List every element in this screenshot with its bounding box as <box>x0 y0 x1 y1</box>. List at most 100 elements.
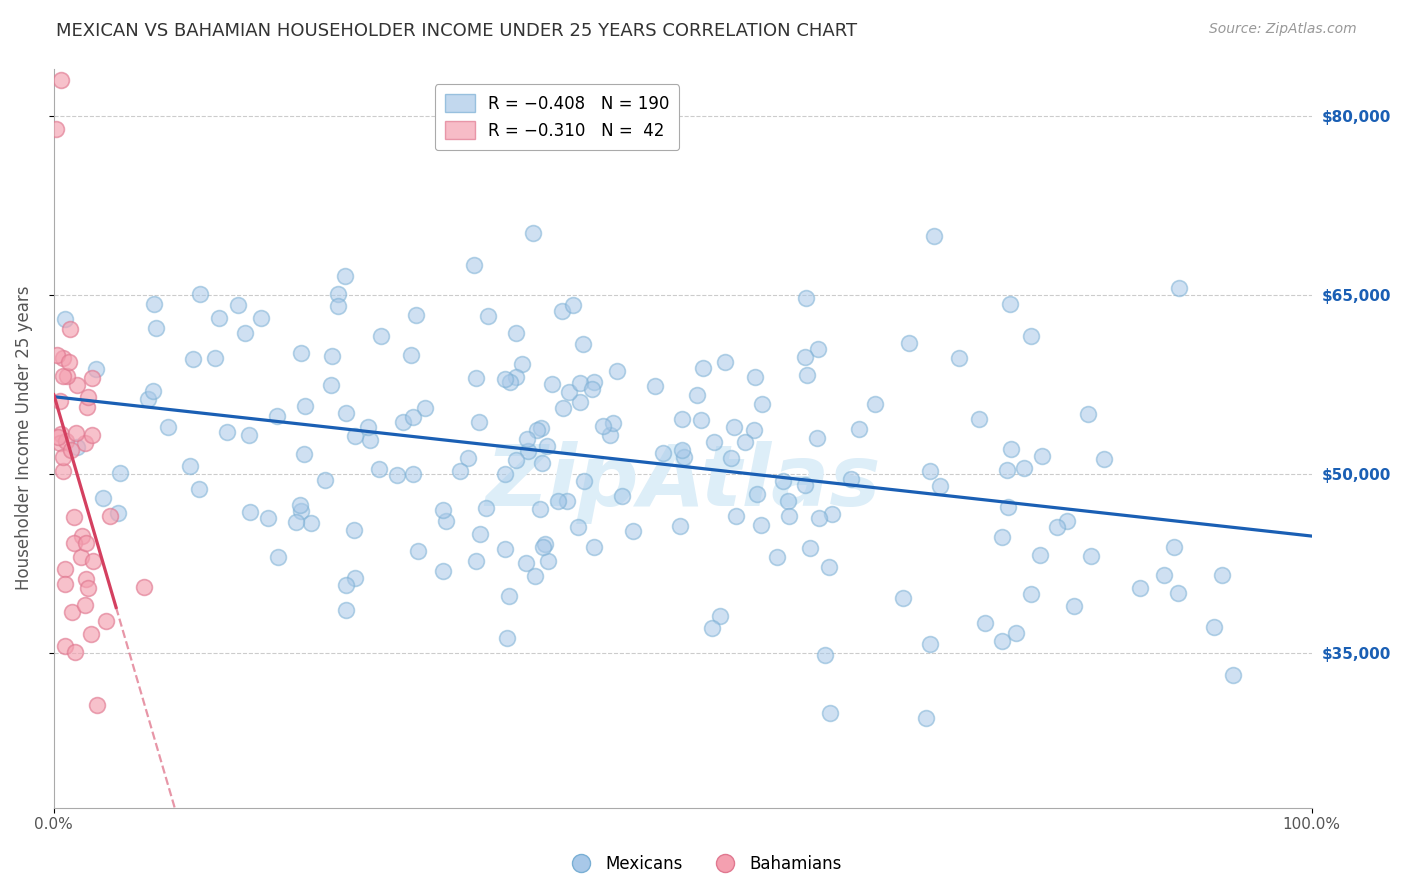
Point <box>995 463 1018 477</box>
Point <box>401 409 423 424</box>
Point <box>948 351 970 365</box>
Point <box>814 648 837 662</box>
Point <box>53 577 76 591</box>
Point <box>920 464 942 478</box>
Point <box>547 493 569 508</box>
Point <box>848 421 870 435</box>
Point <box>299 516 322 530</box>
Point <box>142 384 165 398</box>
Point <box>470 526 492 541</box>
Point <box>367 461 389 475</box>
Point <box>523 569 546 583</box>
Point <box>359 433 381 447</box>
Point <box>292 447 315 461</box>
Point <box>529 501 551 516</box>
Point <box>1019 328 1042 343</box>
Point <box>70 529 93 543</box>
Point <box>991 633 1014 648</box>
Point <box>686 388 709 402</box>
Point <box>406 543 429 558</box>
Point <box>557 494 579 508</box>
Point <box>582 540 605 554</box>
Point <box>720 450 742 465</box>
Point <box>569 376 592 391</box>
Point <box>700 621 723 635</box>
Point <box>807 511 830 525</box>
Point <box>91 491 114 506</box>
Point <box>1029 549 1052 563</box>
Point <box>918 637 941 651</box>
Point <box>84 362 107 376</box>
Point <box>55 434 77 449</box>
Point <box>344 428 367 442</box>
Point <box>181 352 204 367</box>
Point <box>772 474 794 488</box>
Point <box>288 498 311 512</box>
Point <box>602 416 624 430</box>
Point <box>1000 442 1022 457</box>
Point <box>690 413 713 427</box>
Point <box>94 615 117 629</box>
Point <box>898 335 921 350</box>
Point <box>572 474 595 488</box>
Point <box>742 423 765 437</box>
Point <box>134 580 156 594</box>
Point <box>233 326 256 341</box>
Point <box>891 591 914 606</box>
Point <box>136 392 159 407</box>
Point <box>217 425 239 440</box>
Point <box>794 291 817 305</box>
Point <box>806 431 828 445</box>
Point <box>644 379 666 393</box>
Point <box>1046 520 1069 534</box>
Point <box>65 426 87 441</box>
Point <box>475 501 498 516</box>
Point <box>82 554 104 568</box>
Point <box>49 73 72 87</box>
Point <box>967 412 990 426</box>
Point <box>1056 514 1078 528</box>
Point <box>714 354 737 368</box>
Point <box>226 298 249 312</box>
Point <box>765 550 787 565</box>
Point <box>751 396 773 410</box>
Point <box>208 311 231 326</box>
Point <box>55 562 77 576</box>
Point <box>536 439 558 453</box>
Point <box>583 376 606 390</box>
Point <box>1129 582 1152 596</box>
Point <box>592 418 614 433</box>
Point <box>516 444 538 458</box>
Point <box>110 466 132 480</box>
Point <box>1012 461 1035 475</box>
Point <box>1222 668 1244 682</box>
Point <box>75 572 97 586</box>
Point <box>671 443 693 458</box>
Point <box>991 530 1014 544</box>
Point <box>581 382 603 396</box>
Y-axis label: Householder Income Under 25 years: Householder Income Under 25 years <box>15 285 32 591</box>
Point <box>530 421 553 435</box>
Point <box>512 357 534 371</box>
Point <box>621 524 644 538</box>
Point <box>69 549 91 564</box>
Point <box>432 503 454 517</box>
Point <box>52 450 75 464</box>
Point <box>60 605 83 619</box>
Point <box>463 258 485 272</box>
Point <box>477 309 499 323</box>
Point <box>402 467 425 481</box>
Point <box>799 541 821 556</box>
Point <box>1163 541 1185 555</box>
Point <box>75 598 97 612</box>
Point <box>723 420 745 434</box>
Point <box>839 472 862 486</box>
Point <box>796 368 818 382</box>
Point <box>818 560 841 574</box>
Point <box>86 698 108 712</box>
Point <box>319 378 342 392</box>
Point <box>314 473 336 487</box>
Point <box>188 287 211 301</box>
Point <box>76 400 98 414</box>
Point <box>672 450 695 464</box>
